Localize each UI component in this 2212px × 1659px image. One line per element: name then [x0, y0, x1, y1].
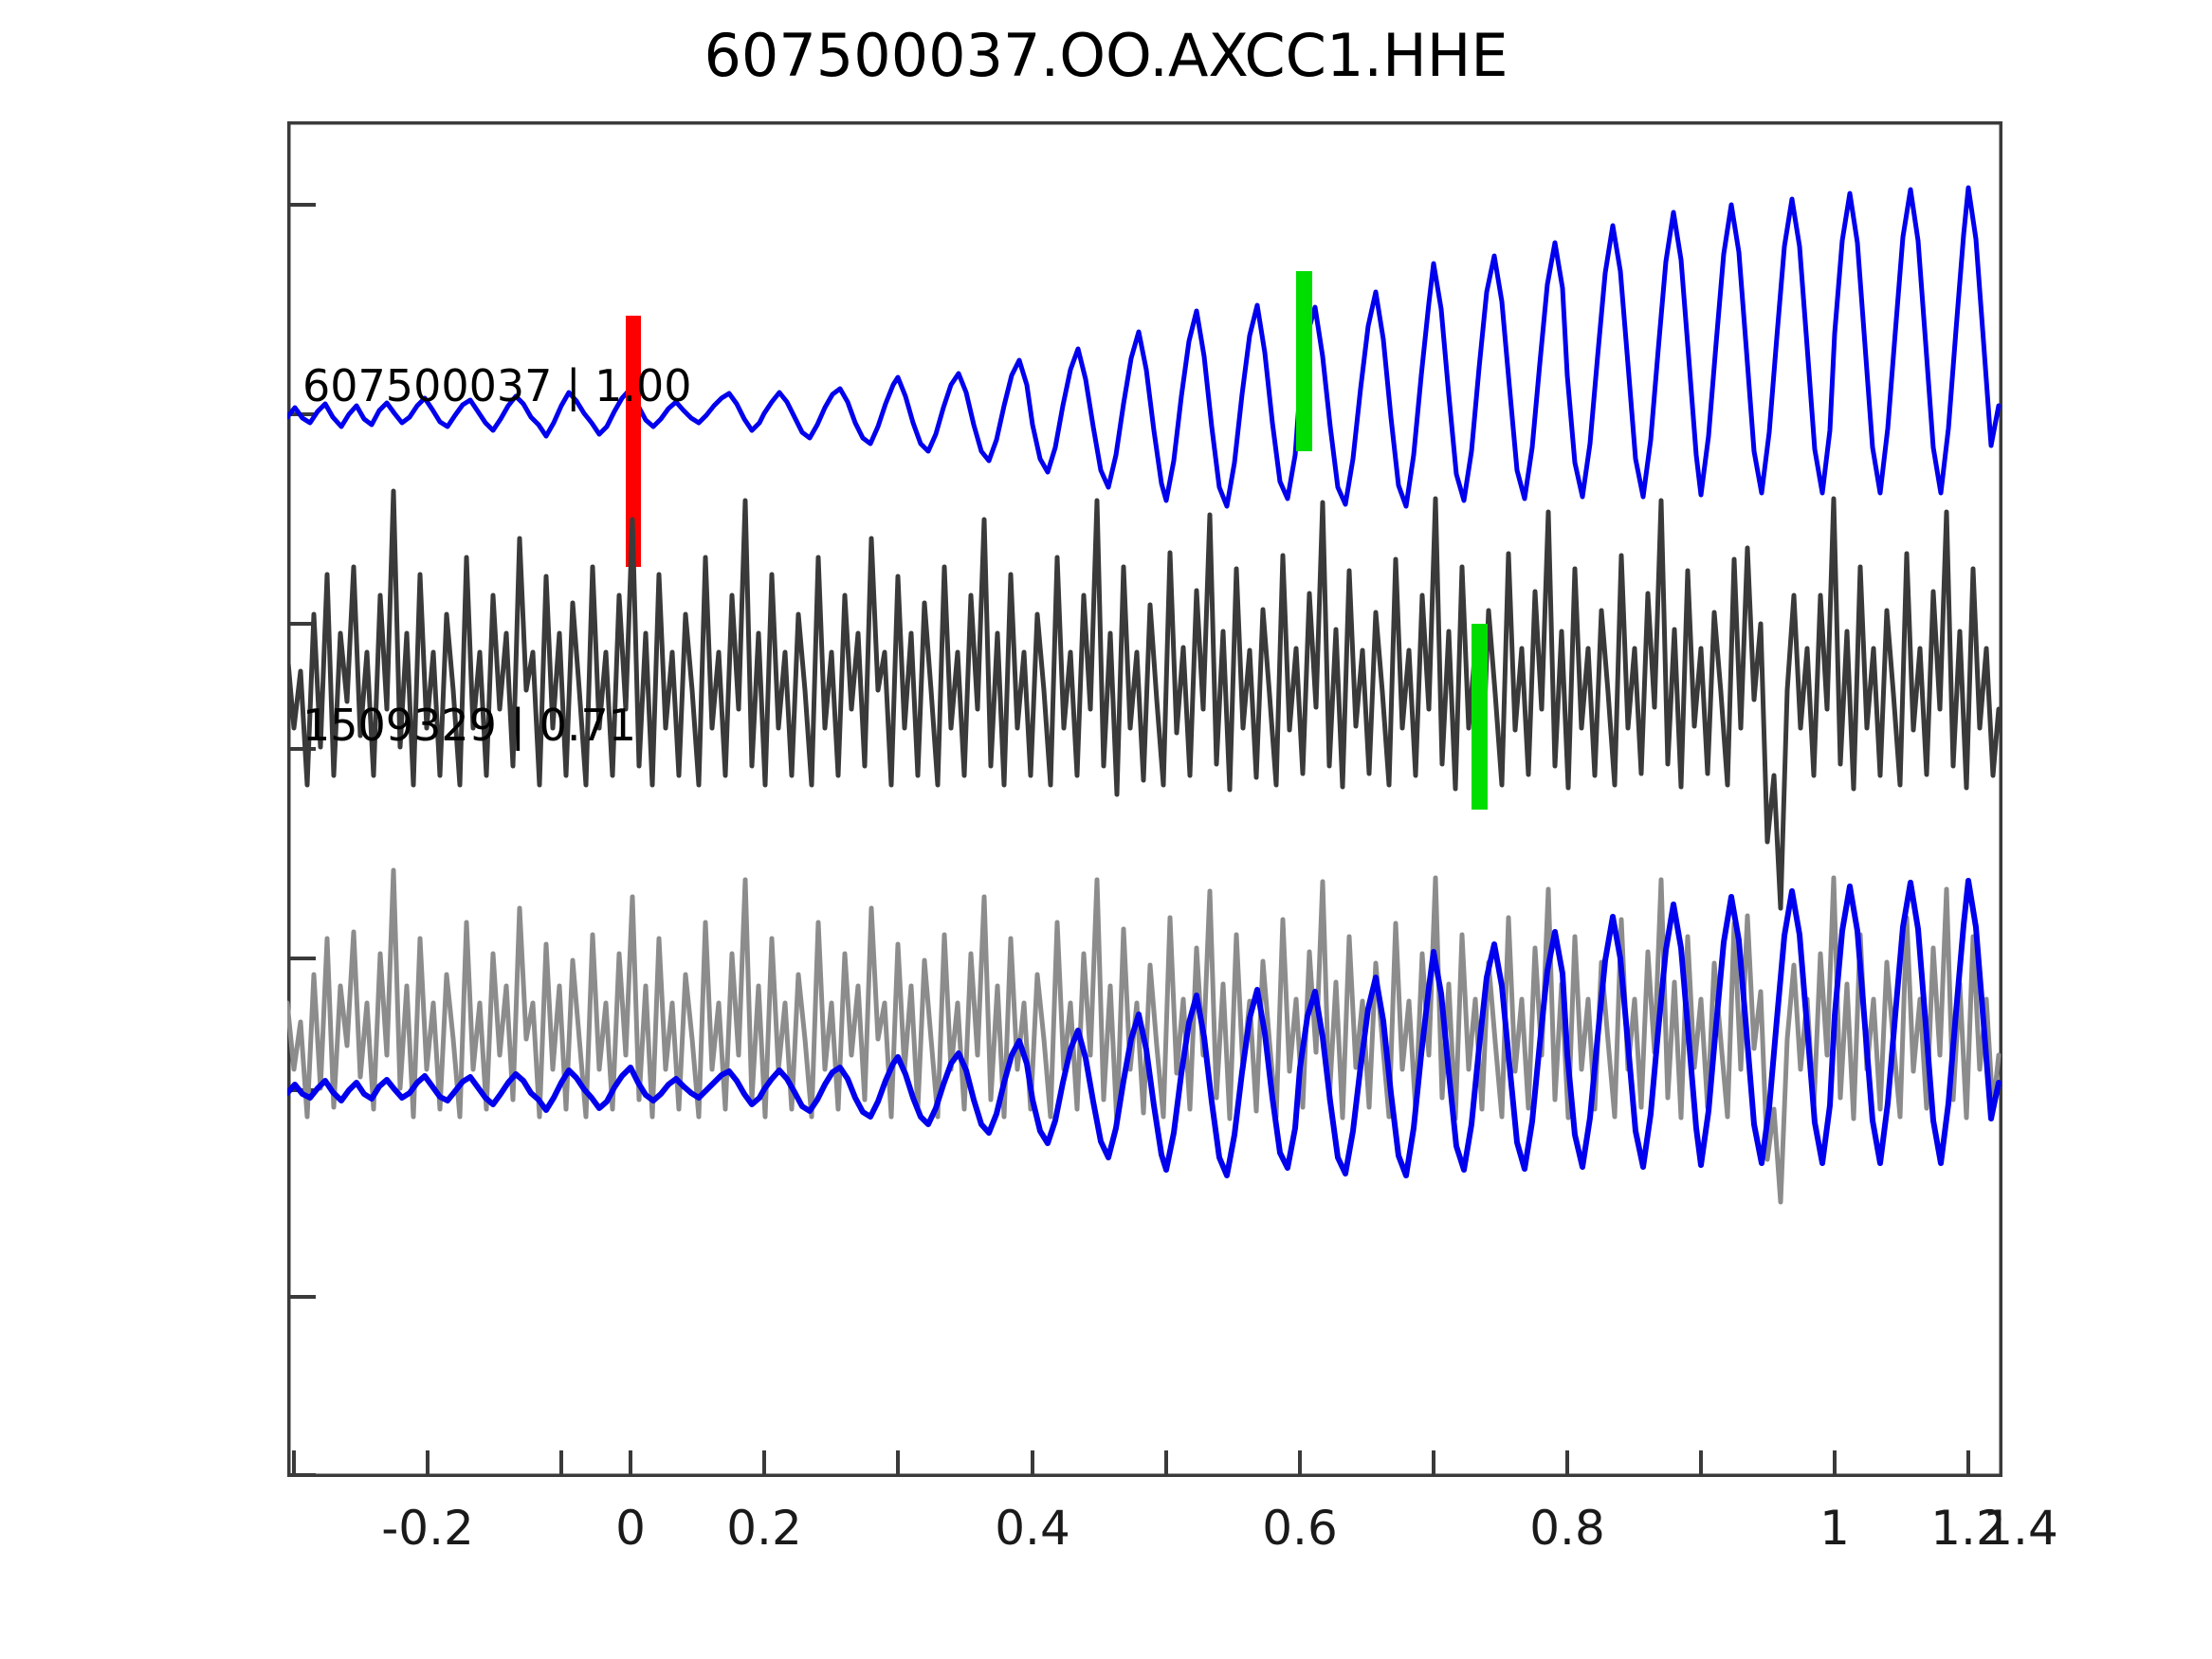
- waveform-plot: [287, 121, 2002, 1477]
- x-tick-label: 1: [1819, 1501, 1850, 1556]
- template-waveform-trace: [287, 185, 2002, 509]
- phase-pick-marker-template: [1296, 271, 1312, 451]
- plot-area: 607500037 | 1.00 1509329 | 0.71: [287, 121, 2002, 1477]
- x-tick-label: 0.8: [1529, 1501, 1605, 1556]
- plot-frame: [287, 121, 2002, 1477]
- detection-trace-label: 1509329 | 0.71: [302, 700, 637, 751]
- x-tick-label: -0.2: [381, 1501, 474, 1556]
- origin-time-marker: [626, 316, 641, 567]
- x-tick-label: 0.2: [726, 1501, 802, 1556]
- x-tick-label: 1.2: [1930, 1501, 2006, 1556]
- detection-waveform-trace: [287, 488, 2002, 911]
- overlay-gray-trace: [287, 867, 2002, 1205]
- template-trace-label: 607500037 | 1.00: [302, 360, 692, 411]
- page-title: 607500037.OO.AXCC1.HHE: [704, 21, 1508, 90]
- overlay-blue-trace: [287, 878, 2002, 1178]
- x-tick-label: 0.4: [995, 1501, 1070, 1556]
- x-tick-label: 1.4: [1983, 1501, 2058, 1556]
- x-axis-ticks: [292, 1450, 1970, 1477]
- phase-pick-marker-detection: [1472, 624, 1488, 810]
- x-tick-label: 0: [615, 1501, 646, 1556]
- x-tick-label: 0.6: [1262, 1501, 1338, 1556]
